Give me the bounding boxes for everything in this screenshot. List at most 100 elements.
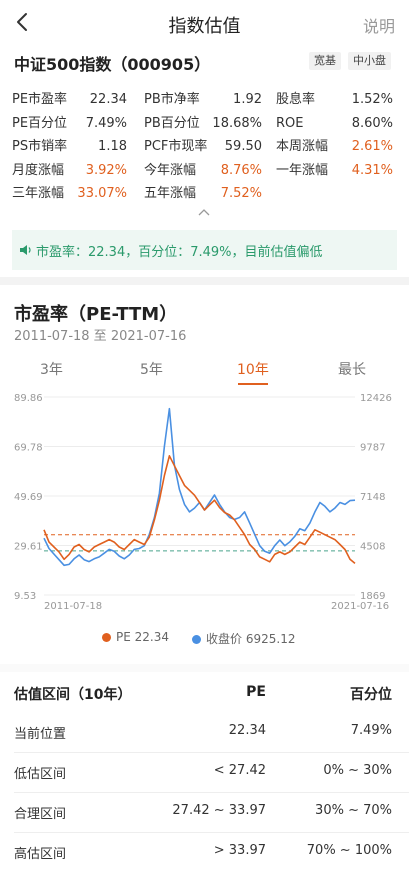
legend-pe-value: 22.34 xyxy=(134,630,170,644)
row-label: 合理区间 xyxy=(14,807,67,822)
metric-value: 3.92% xyxy=(85,162,127,178)
tag-small-mid-cap[interactable]: 中小盘 xyxy=(348,52,391,70)
right-tick-label: 7148 xyxy=(360,492,385,503)
metric-cell: PB市净率 1.92 xyxy=(144,90,262,110)
metric-cell: 五年涨幅 7.52% xyxy=(144,184,262,204)
row-pe: 27.42 ~ 33.97 xyxy=(172,803,266,818)
metric-value: 59.50 xyxy=(224,139,262,154)
series-line-pe xyxy=(43,455,356,565)
metric-label: PE市盈率 xyxy=(12,92,68,107)
metric-label: PB百分位 xyxy=(144,115,200,131)
table-row: 低估区间 < 27.42 0% ~ 30% xyxy=(0,753,409,793)
metric-cell: PE百分位 7.49% xyxy=(12,114,127,134)
row-percentile: 70% ~ 100% xyxy=(306,843,392,858)
row-label: 当前位置 xyxy=(14,727,67,742)
index-name: 中证500指数（000905） xyxy=(14,55,211,74)
row-label: 低估区间 xyxy=(14,767,67,782)
metric-cell: 股息率 1.52% xyxy=(276,90,393,110)
row-percentile: 30% ~ 70% xyxy=(315,803,392,818)
metric-label: PB市净率 xyxy=(144,92,200,107)
metric-label: 一年涨幅 xyxy=(276,162,329,178)
metric-cell: 今年涨幅 8.76% xyxy=(144,161,262,181)
metric-label: 三年涨幅 xyxy=(12,186,65,201)
left-tick-label: 89.86 xyxy=(14,393,43,404)
row-divider xyxy=(14,792,409,793)
metric-value: 1.52% xyxy=(351,92,393,107)
row-pe: 22.34 xyxy=(228,723,266,738)
right-tick-label: 12426 xyxy=(360,393,392,404)
row-percentile: 0% ~ 30% xyxy=(323,763,392,778)
back-arrow-icon[interactable] xyxy=(12,11,34,33)
row-divider xyxy=(14,752,409,753)
tab-5y[interactable]: 5年 xyxy=(140,362,163,378)
metric-cell: PE市盈率 22.34 xyxy=(12,90,127,110)
legend-close-name: 收盘价 xyxy=(206,632,243,646)
x-start-label: 2011-07-18 xyxy=(44,601,102,612)
metric-cell: 一年涨幅 4.31% xyxy=(276,161,393,181)
metric-cell: 本周涨幅 2.61% xyxy=(276,137,393,157)
table-header-pe: PE xyxy=(246,684,266,700)
speaker-icon xyxy=(20,245,31,255)
table-header-range: 估值区间（10年） xyxy=(14,687,132,703)
valuation-notice: 市盈率：22.34，百分位：7.49%，目前估值偏低 xyxy=(12,230,397,270)
row-percentile: 7.49% xyxy=(350,723,392,738)
section-title: 市盈率（PE-TTM） xyxy=(14,304,178,325)
legend-pe: PE 22.34 xyxy=(102,630,169,644)
metric-value: 8.60% xyxy=(351,115,393,131)
right-tick-label: 1869 xyxy=(360,591,385,602)
legend-pe-name: PE xyxy=(116,630,131,644)
row-pe: < 27.42 xyxy=(213,763,266,778)
metric-value: 4.31% xyxy=(351,162,393,178)
metric-value: 1.18 xyxy=(98,139,127,154)
metric-value: 22.34 xyxy=(89,92,127,107)
metric-value: 33.07% xyxy=(77,186,127,201)
row-divider xyxy=(14,832,409,833)
date-range: 2011-07-18 至 2021-07-16 xyxy=(14,329,187,344)
metric-cell: 三年涨幅 33.07% xyxy=(12,184,127,204)
metric-cell: PS市销率 1.18 xyxy=(12,137,127,157)
metric-label: 股息率 xyxy=(276,92,316,107)
metric-value: 7.49% xyxy=(85,115,127,131)
tab-max[interactable]: 最长 xyxy=(338,362,366,378)
metric-label: 今年涨幅 xyxy=(144,162,197,178)
legend-close-value: 6925.12 xyxy=(245,632,296,646)
tab-3y[interactable]: 3年 xyxy=(40,362,63,378)
metric-label: 本周涨幅 xyxy=(276,139,329,154)
collapse-chevron-icon[interactable] xyxy=(198,208,210,216)
legend-close-dot xyxy=(192,635,201,644)
row-pe: > 33.97 xyxy=(213,843,266,858)
row-label: 高估区间 xyxy=(14,847,67,862)
left-tick-label: 49.69 xyxy=(14,492,43,503)
metric-label: 五年涨幅 xyxy=(144,186,197,201)
metric-label: ROE xyxy=(276,115,304,131)
metric-cell: PB百分位 18.68% xyxy=(144,114,262,134)
metric-cell: ROE 8.60% xyxy=(276,114,393,134)
metric-value: 8.76% xyxy=(220,162,262,178)
table-header-percentile: 百分位 xyxy=(350,687,392,703)
page-title: 指数估值 xyxy=(168,16,241,37)
tag-broad-base[interactable]: 宽基 xyxy=(309,52,341,70)
metric-value: 7.52% xyxy=(220,186,262,201)
tab-10y[interactable]: 10年 xyxy=(237,362,269,378)
metric-label: PE百分位 xyxy=(12,115,68,131)
active-tab-indicator xyxy=(238,383,268,385)
metric-label: PCF市现率 xyxy=(144,139,208,154)
nav-bar: 指数估值 说明 xyxy=(0,0,409,46)
right-tick-label: 4508 xyxy=(360,542,385,553)
metric-value: 18.68% xyxy=(212,115,262,131)
right-tick-label: 9787 xyxy=(360,443,385,454)
metric-label: PS市销率 xyxy=(12,139,68,154)
section-divider-2 xyxy=(0,664,409,672)
series-line-close xyxy=(43,407,356,567)
left-tick-label: 69.78 xyxy=(14,443,43,454)
help-link[interactable]: 说明 xyxy=(362,17,395,36)
table-row: 合理区间 27.42 ~ 33.97 30% ~ 70% xyxy=(0,793,409,833)
metric-label: 月度涨幅 xyxy=(12,162,65,178)
table-row: 高估区间 > 33.97 70% ~ 100% xyxy=(0,833,409,873)
legend-pe-dot xyxy=(102,633,111,642)
metric-cell: PCF市现率 59.50 xyxy=(144,137,262,157)
left-tick-label: 9.53 xyxy=(14,591,36,602)
notice-text: 市盈率：22.34，百分位：7.49%，目前估值偏低 xyxy=(36,245,323,260)
x-end-label: 2021-07-16 xyxy=(331,601,389,612)
pe-chart[interactable]: 89.86 12426 69.78 9787 49.69 7148 29.61 4508 9.5… xyxy=(0,388,409,620)
